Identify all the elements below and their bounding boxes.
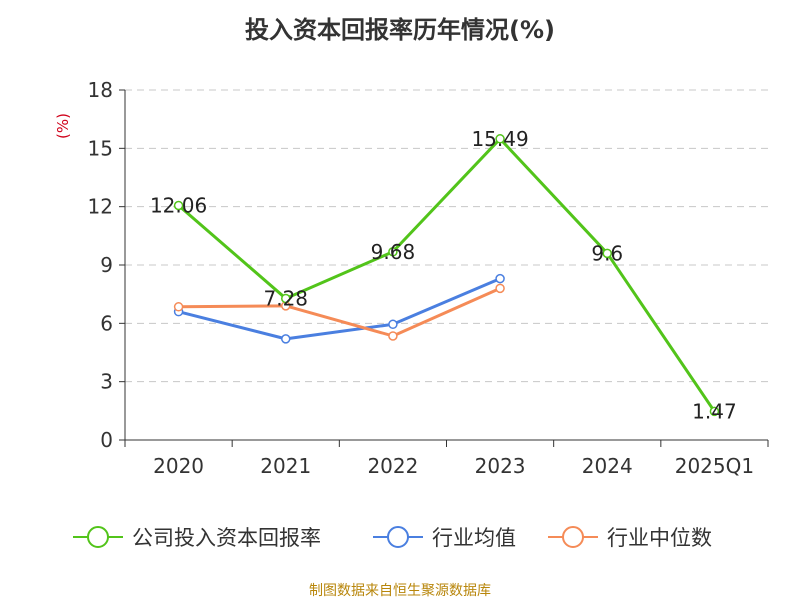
data-point — [173, 302, 184, 312]
data-point — [388, 247, 398, 257]
series-line-2 — [178, 286, 501, 338]
source-note: 制图数据来自恒生聚源数据库 — [309, 583, 491, 599]
data-label: 15.49 — [471, 127, 528, 151]
legend-label: 公司投入资本回报率 — [132, 526, 321, 550]
data-point — [173, 200, 184, 211]
data-point — [388, 331, 398, 341]
legend: 公司投入资本回报率 行业均值 行业中位数 — [73, 526, 712, 550]
x-tick-label: 2021 — [260, 454, 311, 478]
grid-lines — [125, 89, 768, 383]
series-group — [173, 134, 720, 417]
y-tick-label: 0 — [100, 428, 113, 452]
data-point — [602, 248, 612, 259]
y-unit-label: (%) — [54, 113, 72, 139]
legend-marker — [87, 526, 109, 548]
data-point — [495, 273, 505, 284]
data-point — [495, 283, 505, 294]
x-tick-label: 2022 — [367, 454, 418, 478]
y-tick-label: 12 — [88, 195, 113, 219]
x-tick-label: 2024 — [582, 454, 633, 478]
y-tick-label: 15 — [88, 136, 113, 160]
data-point — [281, 293, 291, 304]
data-label: 7.28 — [263, 286, 308, 310]
y-tick-label: 9 — [100, 253, 113, 277]
x-tick-label: 2023 — [475, 454, 526, 478]
axes: 0 3 6 9 12 15 18 (%) 2020 2021 2022 2023 2024 2025Q1 — [54, 78, 769, 478]
y-tick-label: 3 — [100, 370, 113, 394]
series-line-0 — [177, 137, 716, 413]
legend-item: 公司投入资本回报率 — [73, 526, 321, 550]
chart-title: 投入资本回报率历年情况(%) — [245, 16, 555, 44]
legend-label: 行业中位数 — [607, 526, 712, 550]
series-line-1 — [178, 277, 501, 341]
legend-item: 行业均值 — [373, 526, 516, 550]
legend-item: 行业中位数 — [548, 526, 712, 550]
x-tick-label: 2025Q1 — [675, 454, 754, 478]
data-label: 12.06 — [150, 194, 207, 218]
y-tick-label: 6 — [100, 311, 113, 335]
legend-marker — [387, 526, 409, 548]
data-point — [495, 134, 505, 144]
data-point — [709, 406, 720, 417]
y-tick-label: 18 — [88, 78, 113, 102]
data-label: 9.6 — [591, 241, 623, 265]
legend-label: 行业均值 — [432, 526, 516, 550]
legend-marker — [562, 526, 584, 548]
data-point — [388, 319, 398, 330]
data-label: 9.68 — [371, 240, 416, 264]
x-tick-label: 2020 — [153, 454, 204, 478]
data-point — [281, 334, 291, 344]
data-label: 1.47 — [692, 399, 737, 423]
data-labels: 12.06 7.28 9.68 15.49 9.6 1.47 — [150, 127, 737, 424]
